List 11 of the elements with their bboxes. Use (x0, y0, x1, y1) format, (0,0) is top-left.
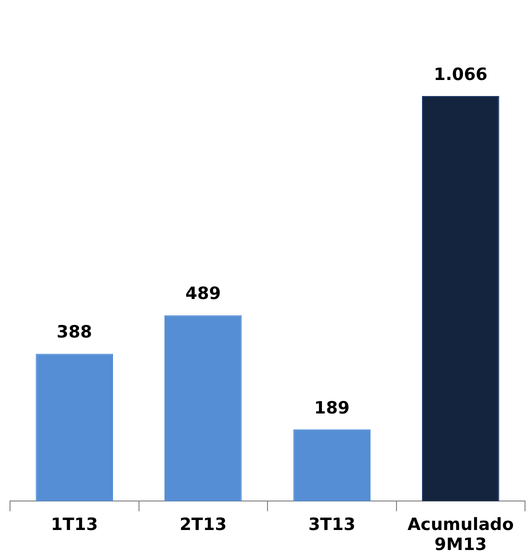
data-label: 489 (185, 284, 221, 304)
x-tick-label: 3T13 (308, 514, 356, 535)
x-tick-label: Acumulado 9M13 (407, 514, 514, 556)
data-label: 388 (56, 322, 92, 343)
x-tick-label: 2T13 (180, 514, 227, 535)
bar (36, 354, 113, 502)
data-label: 1.066 (434, 64, 488, 85)
x-tick-label: 1T13 (50, 514, 98, 535)
data-label: 189 (314, 398, 350, 418)
bar (293, 429, 370, 502)
bar (164, 315, 242, 502)
